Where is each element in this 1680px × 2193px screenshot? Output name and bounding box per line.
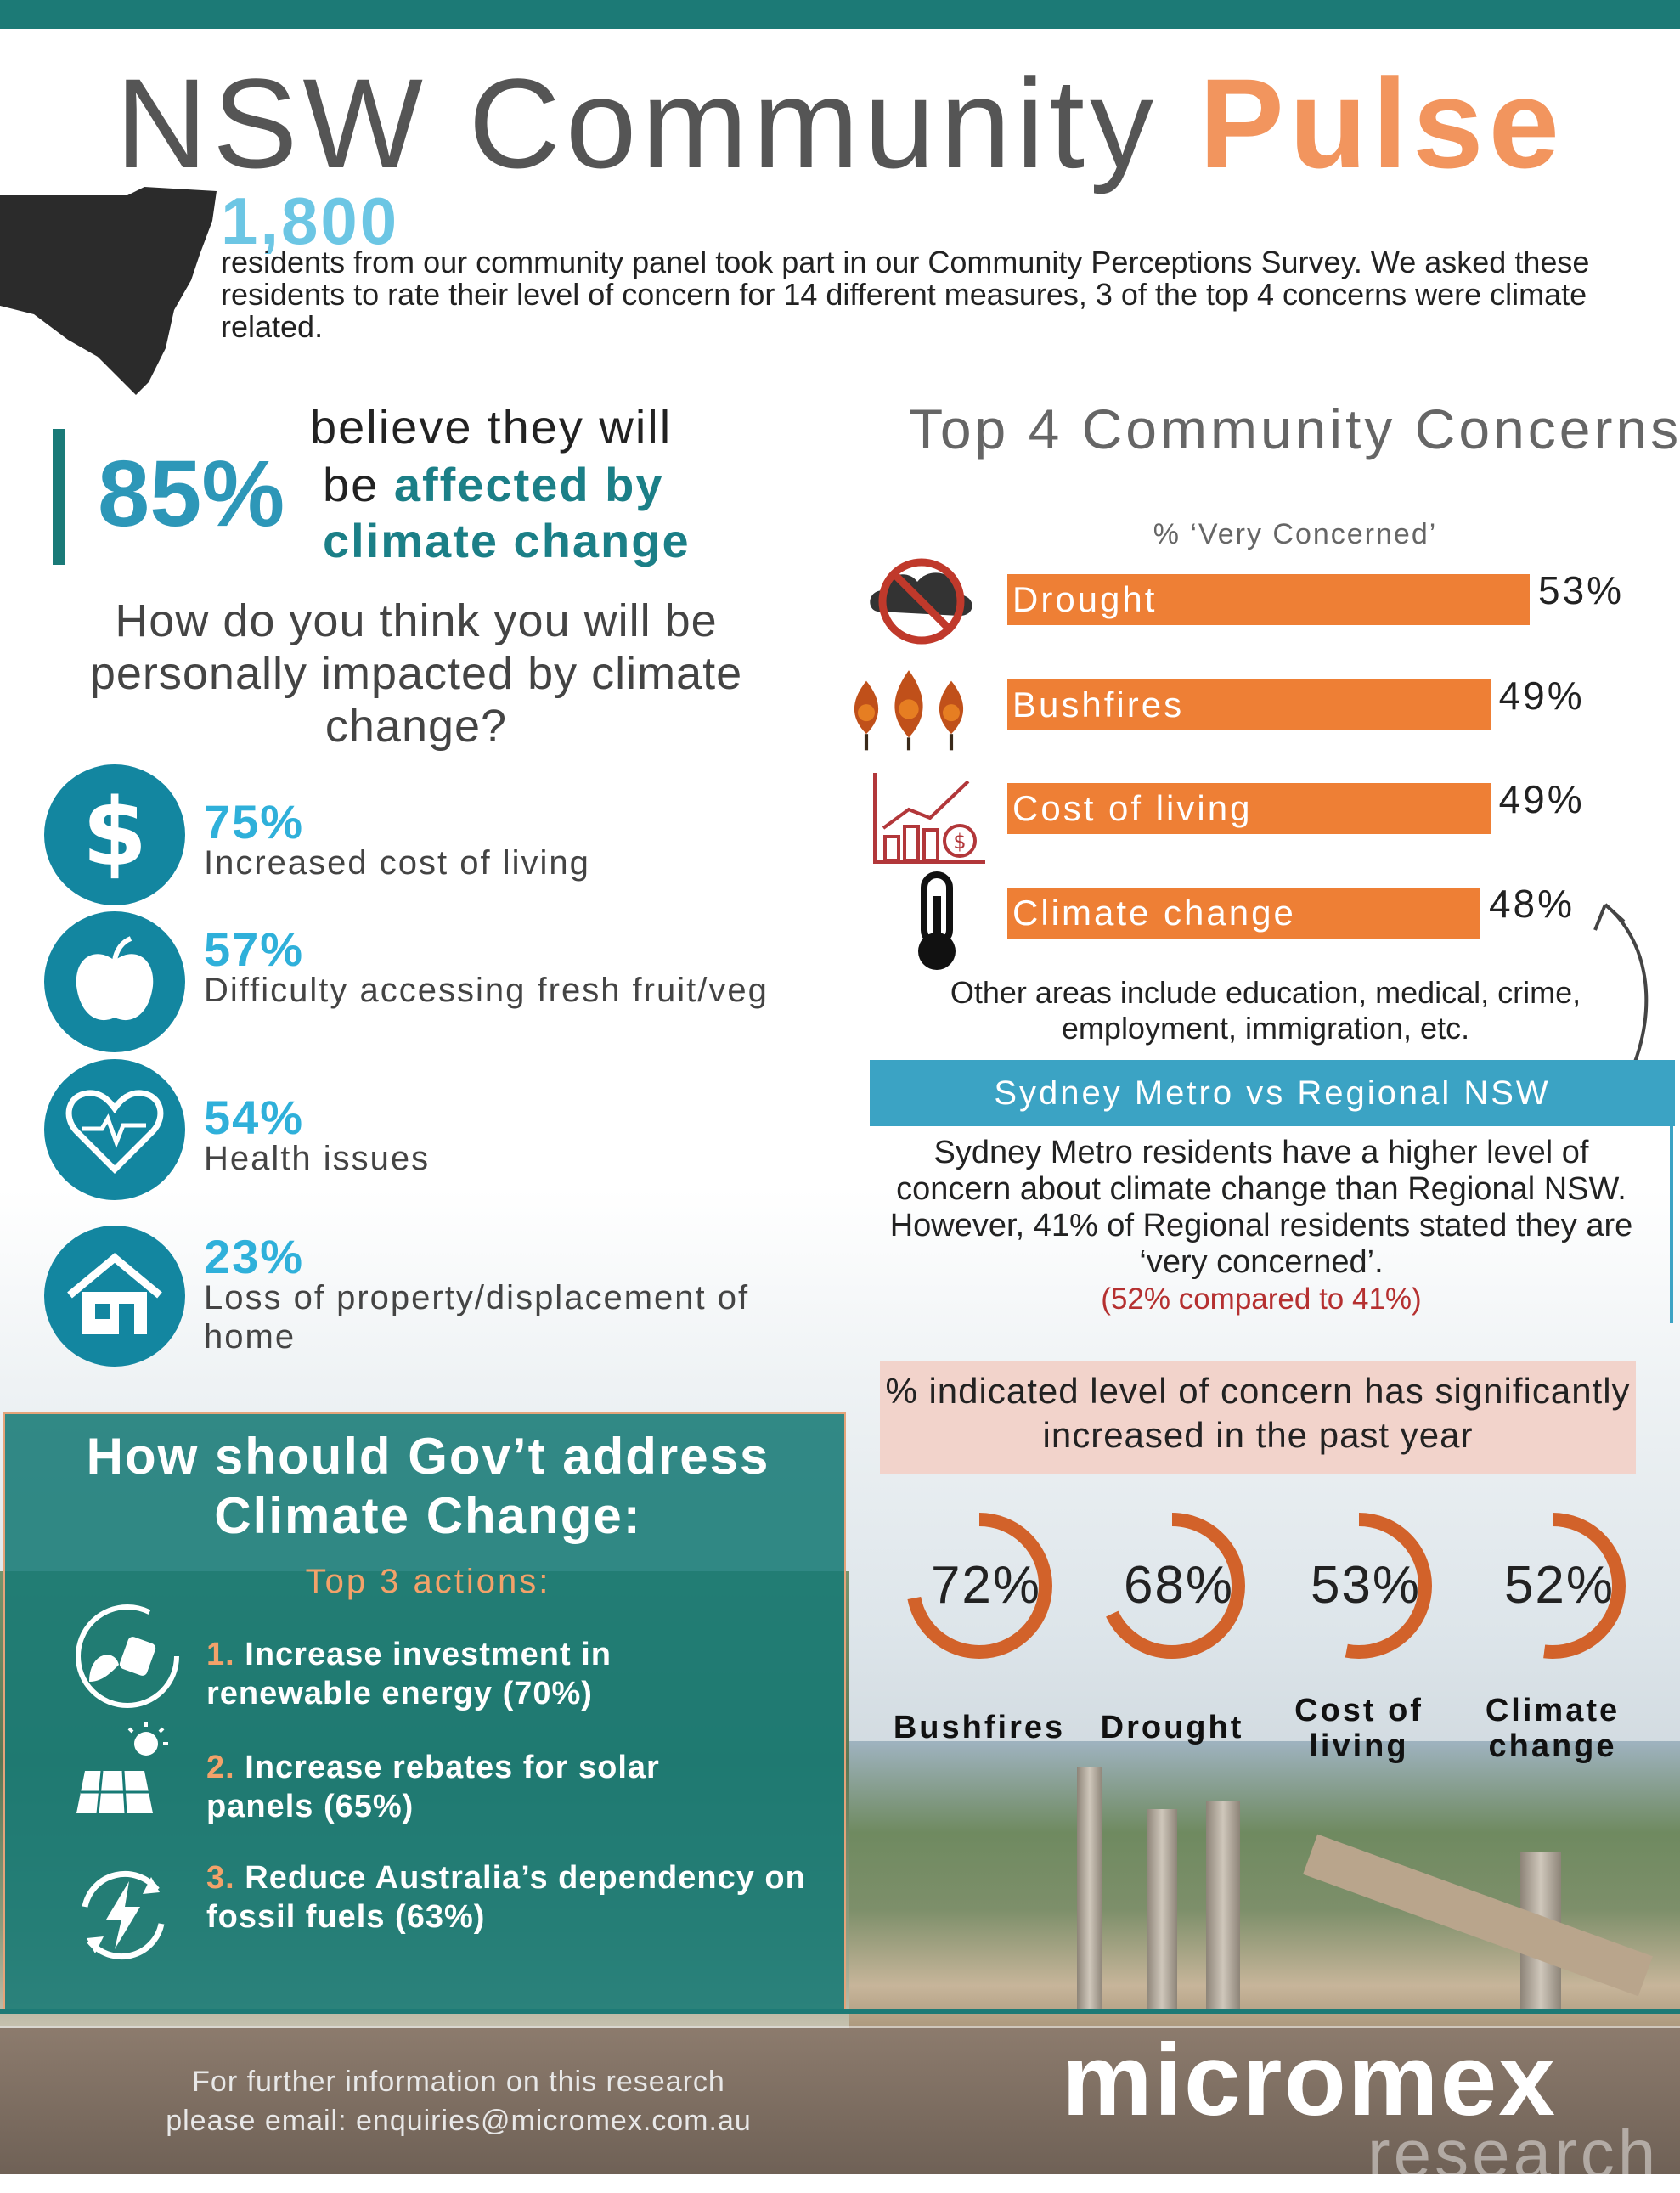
donut-arc — [906, 1513, 1052, 1659]
donut-value: 53% — [1310, 1556, 1422, 1615]
impact-percent: 75% — [204, 795, 305, 848]
panel-count: 1,800 — [221, 183, 400, 258]
belief-line-2: be affected by — [323, 457, 664, 512]
impact-question: How do you think you will be personally … — [89, 595, 743, 752]
accent-bar — [53, 429, 65, 565]
footer-divider — [0, 2026, 1680, 2028]
gov-title: How should Gov’t address Climate Change: — [86, 1428, 770, 1544]
footer-background — [0, 2028, 1680, 2174]
increase-title: % indicated level of concern has signifi… — [885, 1371, 1631, 1455]
donut-label: Bushfires — [893, 1710, 1066, 1745]
metro-header-bar — [870, 1060, 1675, 1126]
donut-value: 68% — [1123, 1556, 1235, 1615]
donut-arc — [1480, 1513, 1626, 1659]
metro-title: Sydney Metro vs Regional NSW — [994, 1074, 1551, 1112]
svg-text:$: $ — [82, 778, 148, 887]
donut-arc — [1099, 1513, 1245, 1659]
impact-label: Health issues — [204, 1140, 431, 1177]
donut-ring — [1286, 1513, 1432, 1659]
concern-bar: Bushfires — [1007, 679, 1491, 730]
gov-action-number: 1. — [206, 1637, 235, 1672]
bushfire-icon — [854, 670, 964, 751]
gov-action: 3. Reduce Australia’s dependency on foss… — [206, 1858, 818, 1936]
footer-bar — [0, 2009, 1680, 2014]
concern-bar-value: 53% — [1538, 568, 1625, 612]
panel-description: residents from our community panel took … — [221, 245, 1590, 344]
gov-action-text: Increase investment in renewable energy … — [206, 1637, 612, 1711]
gov-action: 2. Increase rebates for solar panels (65… — [206, 1748, 733, 1826]
title-part-2: Pulse — [1198, 52, 1564, 194]
concern-bar: Drought — [1007, 574, 1530, 625]
donut-ring — [1099, 1513, 1245, 1659]
concern-bar-value: 48% — [1488, 882, 1576, 926]
page-title: NSW Community Pulse — [0, 51, 1680, 195]
concern-bar: Climate change — [1007, 888, 1480, 939]
footer-contact: For further information on this research… — [110, 2062, 807, 2140]
dollar-icon: $ — [44, 764, 185, 905]
donut-arc — [1286, 1513, 1432, 1659]
heart-pulse-icon — [44, 1059, 185, 1200]
donut-label: Climate change — [1485, 1693, 1621, 1764]
drought-icon — [870, 558, 972, 645]
belief-line-2-bold: affected by — [393, 458, 664, 511]
nsw-map-icon — [0, 187, 217, 395]
logo-micromex: micromex — [1062, 2023, 1557, 2137]
belief-line-1: believe they will — [310, 400, 673, 454]
plug-leaf-icon — [76, 1604, 179, 1708]
concern-bar: Cost of living — [1007, 783, 1491, 834]
concern-bar-label: Drought — [1012, 579, 1158, 619]
concern-bar-label: Climate change — [1012, 893, 1296, 933]
title-part-1: NSW Community — [115, 52, 1159, 194]
apple-icon — [44, 911, 185, 1052]
house-icon — [44, 1226, 185, 1367]
donut-ring — [906, 1513, 1052, 1659]
impact-percent: 57% — [204, 922, 305, 976]
impact-label: Loss of property/displacement of home — [204, 1279, 750, 1356]
fence-post — [1206, 1801, 1240, 2013]
gov-action-text: Increase rebates for solar panels (65%) — [206, 1750, 660, 1824]
donut-label: Drought — [1100, 1710, 1244, 1745]
svg-text:$: $ — [953, 830, 966, 854]
top-band — [0, 0, 1680, 29]
belief-line-3: climate change — [323, 514, 691, 567]
impact-label: Increased cost of living — [204, 844, 590, 882]
concerns-subtitle: % ‘Very Concerned’ — [1153, 518, 1438, 550]
belief-percent: 85% — [98, 442, 285, 546]
impact-percent: 54% — [204, 1091, 305, 1144]
impact-label: Difficulty accessing fresh fruit/veg — [204, 972, 769, 1009]
impact-percent: 23% — [204, 1230, 305, 1283]
gov-actions-box — [3, 1412, 846, 2010]
logo-research: research — [1367, 2116, 1660, 2191]
lightning-cycle-icon — [82, 1870, 165, 1960]
cost-of-living-icon: $ — [873, 773, 985, 864]
gov-action: 1. Increase investment in renewable ener… — [206, 1635, 716, 1713]
belief-line-2-prefix: be — [323, 458, 380, 511]
gov-action-number: 2. — [206, 1750, 235, 1785]
donut-label: Cost of living — [1294, 1693, 1423, 1764]
metro-description: Sydney Metro residents have a higher lev… — [889, 1135, 1633, 1280]
fence-post — [1147, 1809, 1177, 2013]
metro-compare: (52% compared to 41%) — [1101, 1283, 1422, 1316]
concern-bar-label: Bushfires — [1012, 685, 1185, 724]
other-areas-note: Other areas include education, medical, … — [950, 975, 1581, 1046]
gov-action-text: Reduce Australia’s dependency on fossil … — [206, 1860, 806, 1935]
concern-bar-label: Cost of living — [1012, 788, 1253, 828]
gov-subtitle: Top 3 actions: — [305, 1563, 551, 1600]
increase-box — [880, 1361, 1636, 1474]
concern-bar-value: 49% — [1498, 777, 1585, 821]
thermometer-icon — [918, 871, 956, 970]
footer-line-2: please email: enquiries@micromex.com.au — [166, 2105, 752, 2137]
donut-ring — [1480, 1513, 1626, 1659]
metro-side-line — [1670, 1060, 1673, 1323]
gov-action-number: 3. — [206, 1860, 235, 1896]
concerns-title: Top 4 Community Concerns — [908, 397, 1680, 460]
donut-value: 72% — [930, 1556, 1042, 1615]
concern-bar-value: 49% — [1498, 674, 1585, 718]
donut-value: 52% — [1503, 1556, 1615, 1615]
footer-line-1: For further information on this research — [192, 2066, 725, 2098]
solar-panel-icon — [76, 1722, 168, 1814]
fence-post — [1077, 1767, 1102, 2013]
